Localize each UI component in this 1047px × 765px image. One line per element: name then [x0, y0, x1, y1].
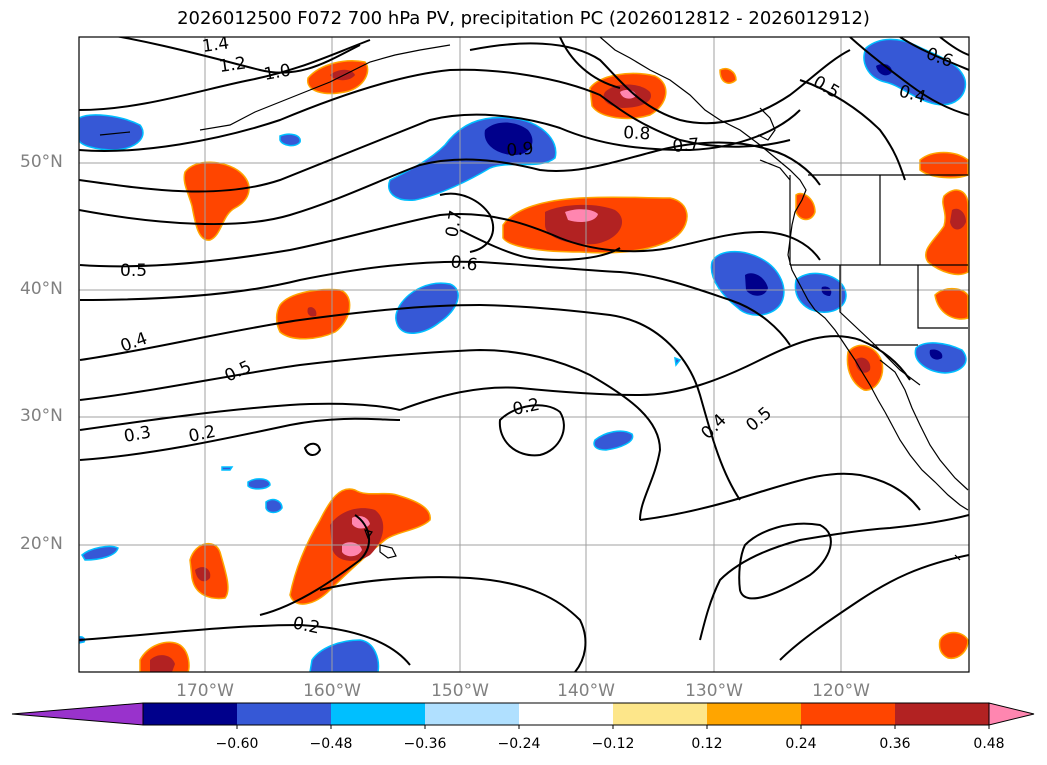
colorbar-tick-label: 0.48 [973, 736, 1005, 752]
contour-label: 0.8 [623, 123, 651, 144]
lon-label-160w: 160°W [303, 681, 361, 701]
colorbar-tick-label: −0.48 [309, 736, 353, 752]
lat-label-40n: 40°N [20, 279, 63, 299]
colorbar-segment [519, 703, 614, 725]
colorbar-tick-label: −0.24 [497, 736, 541, 752]
colorbar-segment [801, 703, 896, 725]
colorbar-segment [707, 703, 802, 725]
lat-label-20n: 20°N [20, 534, 63, 554]
contour-label: 0.7 [442, 209, 466, 239]
map-frame [78, 36, 970, 673]
contour-label: 1.0 [262, 61, 292, 85]
lon-label-120w: 120°W [812, 681, 870, 701]
contour-label: 0.7 [672, 135, 701, 157]
colorbar-tick-label: −0.60 [215, 736, 259, 752]
lon-label-140w: 140°W [557, 681, 615, 701]
lon-label-170w: 170°W [176, 681, 234, 701]
contour-label: 1.4 [201, 33, 231, 57]
contour-label: 1.2 [218, 53, 248, 77]
colorbar-tick-label: 0.24 [785, 736, 817, 752]
colorbar-segment [895, 703, 990, 725]
colorbar-segment [613, 703, 708, 725]
map-title: 2026012500 F072 700 hPa PV, precipitatio… [177, 8, 870, 29]
colorbar-tick-label: −0.12 [591, 736, 635, 752]
lon-label-130w: 130°W [685, 681, 743, 701]
colorbar-segment [237, 703, 332, 725]
contour-label: 0.6 [449, 252, 479, 276]
colorbar [11, 702, 1035, 729]
pv-contours [79, 37, 969, 672]
lat-label-30n: 30°N [20, 406, 63, 426]
colorbar-segment [425, 703, 520, 725]
colorbar-tick-label: −0.36 [403, 736, 447, 752]
graticule [79, 37, 969, 672]
colorbar-tick-label: 0.12 [691, 736, 723, 752]
contour-label: 0.3 [122, 423, 152, 447]
colorbar-segment [143, 703, 238, 725]
colorbar-extend-low [11, 702, 144, 726]
contour-label: 0.9 [506, 139, 535, 161]
contour-label: 0.5 [120, 261, 147, 281]
colorbar-segment [331, 703, 426, 725]
colorbar-tick-label: 0.36 [879, 736, 911, 752]
colorbar-frame [142, 702, 990, 726]
lon-label-150w: 150°W [431, 681, 489, 701]
lat-label-50n: 50°N [20, 152, 63, 172]
colorbar-extend-high [988, 702, 1035, 726]
